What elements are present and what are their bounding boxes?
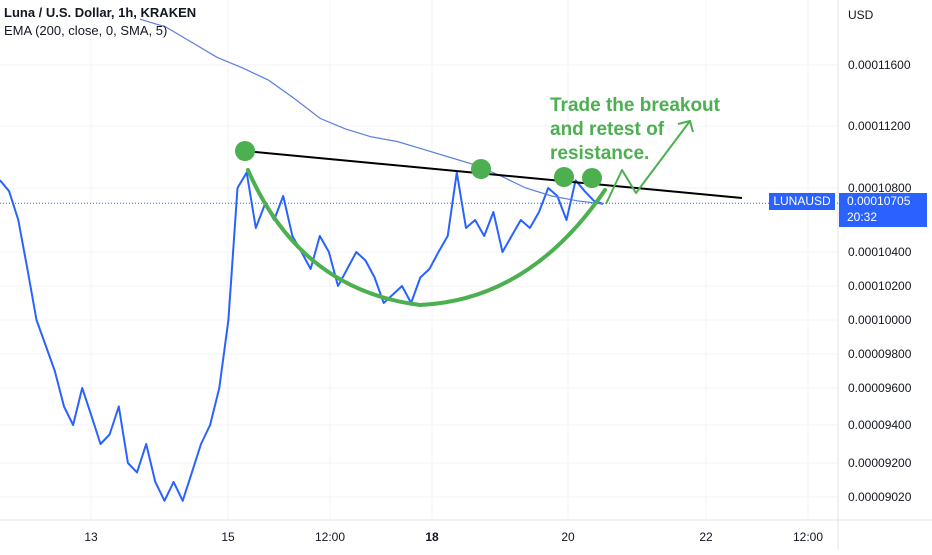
y-tick-label: 0.00010400 [848,245,912,259]
last-price-label: 0.00010705 20:32 [839,193,927,227]
y-tick-label: 0.00010800 [848,181,912,195]
resistance-touch-marker [554,167,574,187]
y-tick-label: 0.00009020 [848,490,912,504]
chart-title: Luna / U.S. Dollar, 1h, KRAKEN [4,5,197,20]
x-tick-label: 15 [221,530,235,544]
y-tick-label: 0.00009400 [848,418,912,432]
bar-countdown: 20:32 [847,210,878,224]
projection-arrow [605,120,691,205]
y-tick-label: 0.00010000 [848,313,912,327]
symbol-label: LUNAUSD [769,193,835,210]
ema-series-line [139,18,604,205]
indicator-legend: EMA (200, close, 0, SMA, 5) [4,23,168,38]
resistance-touch-marker [471,159,491,179]
resistance-touch-marker [582,168,602,188]
cup-curve [246,168,607,308]
x-tick-label: 18 [425,530,439,544]
last-price-value: 0.00010705 [847,194,911,208]
y-tick-label: 0.00009800 [848,347,912,361]
x-tick-label: 13 [84,530,98,544]
y-tick-label: 0.00011200 [848,119,911,133]
x-tick-label: 12:00 [793,530,823,544]
projection-arrow-head [677,119,694,133]
x-tick-label: 22 [699,530,713,544]
price-series-line [0,171,604,502]
resistance-touch-marker [235,141,255,161]
resistance-line [244,150,743,199]
y-axis-currency: USD [848,8,874,22]
x-tick-label: 12:00 [315,530,345,544]
x-tick-label: 20 [561,530,575,544]
annotation-text: Trade the breakout and retest of resista… [550,95,720,164]
y-tick-label: 0.00011600 [848,58,911,72]
chart-header: Luna / U.S. Dollar, 1h, KRAKEN EMA (200,… [4,4,196,40]
y-tick-label: 0.00010200 [848,279,912,293]
y-tick-label: 0.00009200 [848,456,912,470]
y-tick-label: 0.00009600 [848,381,912,395]
